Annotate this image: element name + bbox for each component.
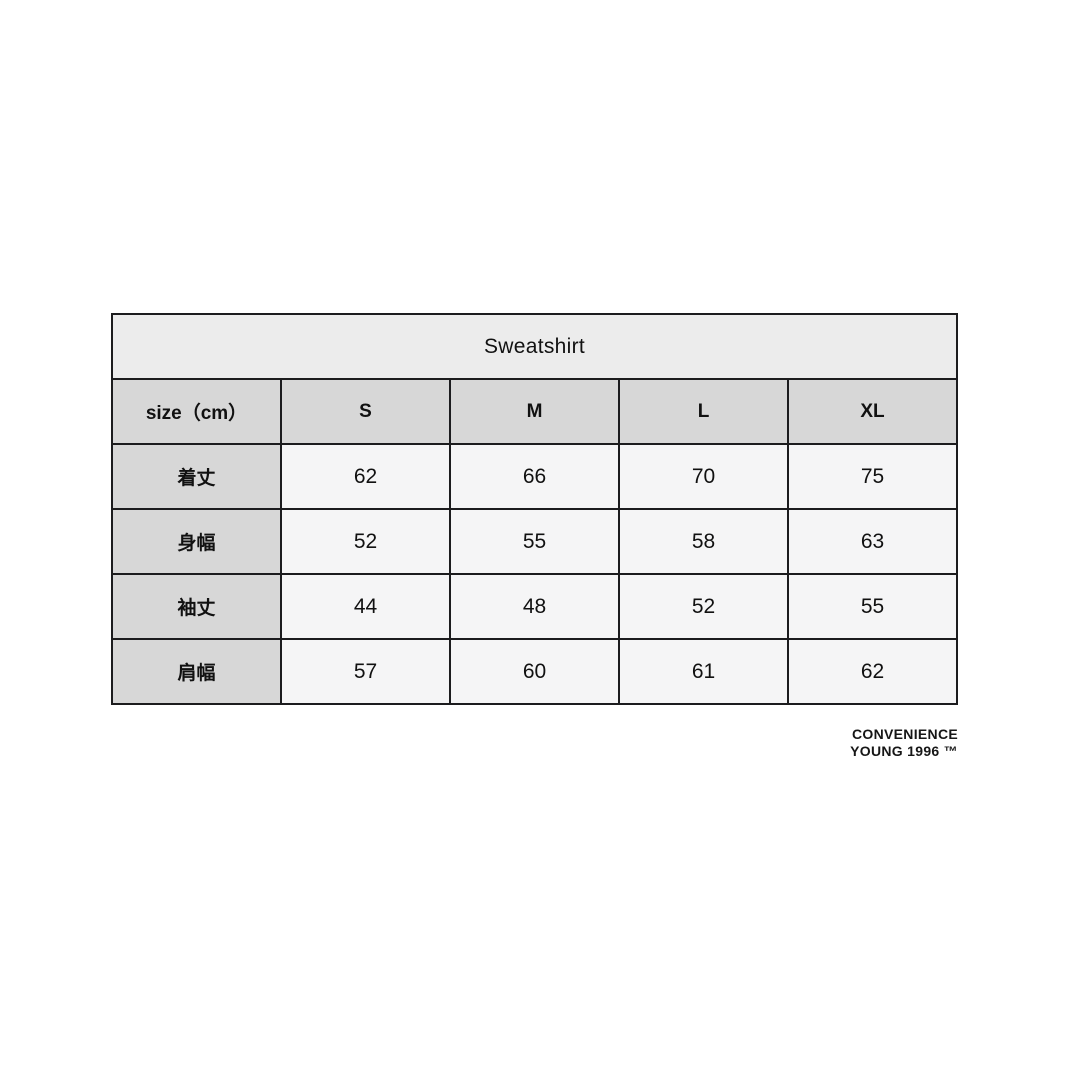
cell-value: 44 <box>280 573 451 640</box>
table-row-shoulder-width: 肩幅 57 60 61 62 <box>111 638 958 705</box>
row-label-body-width: 身幅 <box>111 508 282 575</box>
row-label-shoulder-width: 肩幅 <box>111 638 282 705</box>
cell-value: 52 <box>618 573 789 640</box>
cell-value: 75 <box>787 443 958 510</box>
cell-value: 52 <box>280 508 451 575</box>
table-row-body-width: 身幅 52 55 58 63 <box>111 508 958 575</box>
cell-value: 61 <box>618 638 789 705</box>
cell-value: 66 <box>449 443 620 510</box>
row-label-sleeve-length: 袖丈 <box>111 573 282 640</box>
product-title: Sweatshirt <box>111 313 958 380</box>
size-unit-header: size（cm） <box>111 378 282 445</box>
size-header-s: S <box>280 378 451 445</box>
size-header-l: L <box>618 378 789 445</box>
cell-value: 48 <box>449 573 620 640</box>
cell-value: 55 <box>787 573 958 640</box>
cell-value: 62 <box>787 638 958 705</box>
cell-value: 58 <box>618 508 789 575</box>
size-header-xl: XL <box>787 378 958 445</box>
cell-value: 62 <box>280 443 451 510</box>
size-header-m: M <box>449 378 620 445</box>
cell-value: 57 <box>280 638 451 705</box>
cell-value: 70 <box>618 443 789 510</box>
cell-value: 60 <box>449 638 620 705</box>
table-header-row: size（cm） S M L XL <box>111 378 958 445</box>
cell-value: 63 <box>787 508 958 575</box>
brand-mark-line2: YOUNG 1996 ™ <box>850 743 958 760</box>
brand-mark: CONVENIENCE YOUNG 1996 ™ <box>850 726 958 760</box>
cell-value: 55 <box>449 508 620 575</box>
table-row-body-length: 着丈 62 66 70 75 <box>111 443 958 510</box>
brand-mark-line1: CONVENIENCE <box>852 726 958 742</box>
table-row-sleeve-length: 袖丈 44 48 52 55 <box>111 573 958 640</box>
table-title-row: Sweatshirt <box>111 313 958 380</box>
size-chart-table: Sweatshirt size（cm） S M L XL 着丈 62 66 70… <box>111 313 958 705</box>
row-label-body-length: 着丈 <box>111 443 282 510</box>
